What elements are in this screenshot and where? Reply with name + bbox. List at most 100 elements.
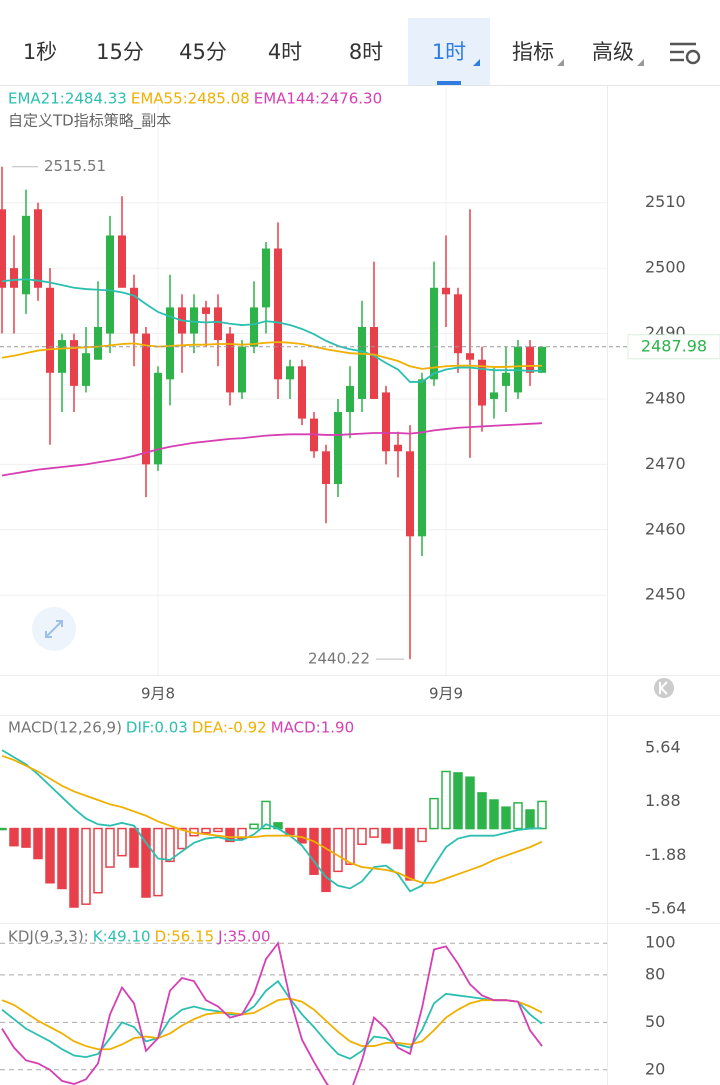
y-tick-label: 2510 [645, 192, 686, 211]
candle-body [274, 248, 282, 380]
y-tick-label: -1.88 [645, 845, 686, 864]
y-tick-label: 1.88 [645, 791, 681, 810]
candle-body [370, 327, 378, 399]
tab[interactable]: 8时 [349, 40, 383, 64]
macd-bar [465, 776, 475, 830]
candle-body [502, 372, 510, 386]
tab[interactable]: 指标 [512, 40, 554, 64]
legend-entry: D:56.15 [155, 928, 215, 946]
indicator-line [1, 979, 543, 1060]
macd-bar [225, 827, 235, 843]
tab-underline [437, 81, 461, 85]
macd-bar [405, 827, 415, 881]
indicator-line [1, 997, 543, 1051]
expand-button[interactable] [32, 607, 76, 651]
candle-body [346, 385, 354, 413]
candle-body [298, 366, 306, 419]
macd-bar [9, 827, 19, 847]
macd-bar [93, 827, 103, 894]
candle-body [238, 346, 246, 393]
candle-body [250, 307, 258, 347]
legend-entry: EMA21:2484.33 [8, 90, 127, 108]
candle-body [538, 346, 546, 373]
indicator-line [1, 278, 543, 383]
candle-body [202, 307, 210, 314]
legend-entry: KDJ(9,3,3): [8, 928, 89, 946]
candles [0, 166, 546, 660]
macd-bar [45, 827, 55, 884]
macd-bar [321, 827, 331, 893]
legend-entry: EMA144:2476.30 [254, 90, 382, 108]
tab[interactable]: 1时 [432, 40, 466, 64]
tab[interactable]: 1秒 [23, 40, 57, 64]
y-tick-label: 5.64 [645, 738, 681, 757]
legend-entry: K:49.10 [93, 928, 151, 946]
candle-body [430, 287, 438, 380]
tab[interactable]: 15分 [96, 40, 144, 64]
macd-bar [441, 770, 451, 830]
macd-bar [33, 827, 43, 860]
indicator-line [1, 422, 543, 477]
candle-body [166, 307, 174, 380]
candle-body [358, 327, 366, 399]
candle-body [466, 353, 474, 360]
macd-bar [153, 827, 163, 897]
last-price-label: 2487.98 [641, 336, 707, 355]
y-tick-label: 20 [645, 1059, 665, 1078]
tab[interactable]: 高级 [592, 40, 634, 64]
y-tick-label: 2480 [645, 388, 686, 407]
indicator-line [1, 754, 543, 884]
candle-body [10, 268, 18, 288]
macd-bar [237, 827, 247, 840]
macd-plot [0, 749, 547, 908]
candle-body [190, 307, 198, 334]
legend-entry: DEA:-0.92 [192, 719, 267, 737]
indicator-line [1, 749, 543, 893]
y-tick-label: 80 [645, 964, 665, 983]
macd-bar [417, 827, 427, 843]
y-tick-label: 2460 [645, 519, 686, 538]
candle-body [442, 287, 450, 295]
subtitle: 自定义TD指标策略_副本 [8, 112, 171, 131]
y-tick-label: 2450 [645, 585, 686, 604]
macd-bar [201, 827, 211, 834]
x-tick-label: 9月8 [141, 685, 175, 703]
candle-body [418, 379, 426, 537]
macd-bar [261, 800, 271, 830]
settings-icon[interactable] [670, 42, 701, 65]
last-price-box [627, 334, 720, 360]
candle-body [226, 333, 234, 393]
macd-bar [297, 827, 307, 844]
candle-body [322, 451, 330, 485]
y-tick-label: 2470 [645, 454, 686, 473]
candle-body [334, 412, 342, 485]
macd-bar [381, 827, 391, 844]
macd-bar [141, 827, 151, 898]
y-tick-label: 2500 [645, 258, 686, 277]
macd-bar [537, 800, 547, 830]
macd-bar [345, 827, 355, 865]
macd-bar [513, 802, 523, 830]
tab-caret [473, 59, 480, 66]
legend-entry: J:35.00 [217, 928, 270, 946]
low-label: 2440.22 [308, 650, 370, 668]
candle-body [262, 248, 270, 308]
candle-body [58, 340, 66, 373]
candle-body [394, 444, 402, 452]
candle-body [34, 209, 42, 288]
y-tick-label: -5.64 [645, 899, 686, 918]
candle-body [106, 235, 114, 334]
tab[interactable]: 45分 [179, 40, 227, 64]
tab[interactable]: 4时 [268, 40, 302, 64]
candle-body [70, 340, 78, 386]
x-tick-label: 9月9 [429, 685, 463, 703]
collapse-button[interactable] [654, 678, 674, 698]
kdj-plot [1, 941, 543, 1085]
tab-caret [637, 59, 644, 66]
legend-entry: MACD:1.90 [271, 719, 354, 737]
macd-bar [57, 827, 67, 890]
legend-entry: MACD(12,26,9) [8, 719, 122, 737]
macd-bar [393, 827, 403, 850]
candle-body [94, 327, 102, 360]
